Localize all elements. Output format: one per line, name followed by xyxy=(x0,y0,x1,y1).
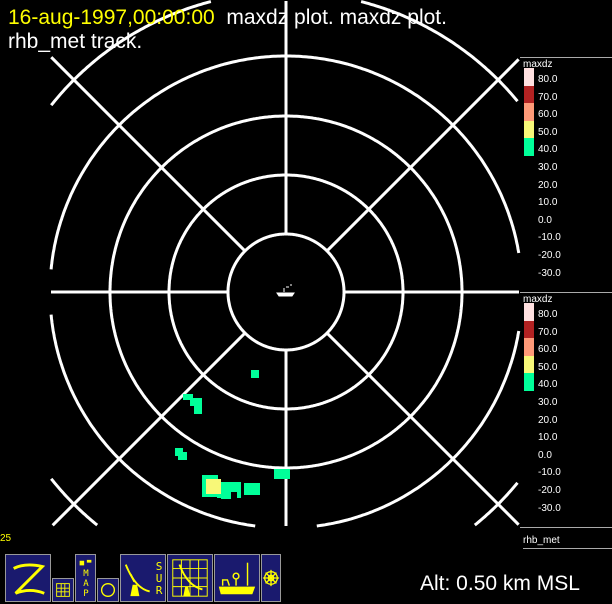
wheel-icon xyxy=(262,569,280,587)
legend-label: 0.0 xyxy=(538,214,552,226)
reflectivity-echo xyxy=(194,402,202,414)
legend-label: -10.0 xyxy=(538,467,561,479)
zebra-icon xyxy=(13,563,46,595)
reflectivity-echo xyxy=(183,394,193,400)
legend-divider xyxy=(523,548,612,549)
legend-swatch xyxy=(524,338,534,356)
ship-position-icon xyxy=(276,284,295,297)
legend-field-name: maxdz xyxy=(523,59,553,70)
legend-divider xyxy=(520,527,612,528)
range-rings xyxy=(49,0,521,528)
legend-label: 20.0 xyxy=(538,179,558,191)
legend-label: -30.0 xyxy=(538,267,561,279)
legend-label: 70.0 xyxy=(538,326,558,338)
map-button-label: MAP xyxy=(83,569,89,599)
legend-label: -30.0 xyxy=(538,502,561,514)
reflectivity-echo xyxy=(221,482,231,499)
legend-swatch xyxy=(524,85,534,104)
legend-maxdz-1: maxdz 80.0 70.0 60.0 50.0 40.0 30.0 20.0 10.0 0.0… xyxy=(520,58,612,293)
grid-icon xyxy=(56,583,70,597)
legend-field-name: maxdz xyxy=(523,294,553,305)
map-button[interactable]: MAP xyxy=(75,554,96,602)
legend-label: 30.0 xyxy=(538,162,558,173)
plot-title: 16-aug-1997,00:00:00 maxdz plot. maxdz p… xyxy=(8,6,447,30)
legend-label: 70.0 xyxy=(538,91,558,103)
legend-label: 40.0 xyxy=(538,379,558,391)
reflectivity-echo xyxy=(178,452,187,460)
radar-grid-button[interactable] xyxy=(167,554,213,602)
legend-swatch xyxy=(524,355,534,374)
range-ring xyxy=(49,54,521,528)
circle-button[interactable] xyxy=(97,578,119,602)
legend-label: 80.0 xyxy=(538,309,558,320)
surveillance-button-label: SUR xyxy=(155,560,163,597)
reflectivity-echo xyxy=(244,483,260,495)
altitude-label: Alt: 0.50 km MSL xyxy=(420,572,580,595)
grid-button[interactable] xyxy=(52,578,74,602)
reflectivity-echo xyxy=(274,469,290,479)
legend-swatch xyxy=(524,303,534,321)
map-icon xyxy=(79,559,92,566)
legend-label: 60.0 xyxy=(538,344,558,356)
reflectivity-echo xyxy=(206,479,221,494)
legend-label: -10.0 xyxy=(538,232,561,244)
legend-label: -20.0 xyxy=(538,250,561,261)
azimuth-spoke xyxy=(325,58,520,253)
range-ring xyxy=(50,0,519,527)
legend-maxdz-2: maxdz 80.0 70.0 60.0 50.0 40.0 30.0 20.0 10.0 0.0… xyxy=(520,293,612,528)
ship-icon xyxy=(218,562,256,595)
reflectivity-echo xyxy=(251,370,259,378)
legend-divider xyxy=(520,292,612,293)
legend-label: 40.0 xyxy=(538,144,558,156)
legend-label: 10.0 xyxy=(538,197,558,209)
radar-grid-icon xyxy=(172,559,208,597)
track-label: rhb_met xyxy=(523,535,560,546)
legend-swatch xyxy=(524,103,534,121)
legend-label: 60.0 xyxy=(538,109,558,121)
legend-swatch xyxy=(524,320,534,339)
plot-track-title: rhb_met track. xyxy=(8,30,143,53)
legend-label: -20.0 xyxy=(538,485,561,496)
radar-surveillance-icon xyxy=(124,564,150,597)
legend-label: 50.0 xyxy=(538,126,558,138)
reflectivity-echo xyxy=(217,493,222,498)
legend-label: 30.0 xyxy=(538,397,558,408)
legend-label: 80.0 xyxy=(538,74,558,85)
azimuth-spoke xyxy=(50,56,247,253)
circle-icon xyxy=(100,582,116,598)
azimuth-spoke xyxy=(51,331,247,527)
ship-button[interactable] xyxy=(214,554,260,602)
range-label: 25 xyxy=(0,533,12,544)
zebra-button[interactable] xyxy=(5,554,51,602)
legend-swatch xyxy=(524,373,534,391)
legend-label: 50.0 xyxy=(538,361,558,373)
legend-swatch xyxy=(524,120,534,139)
surveillance-button[interactable]: SUR xyxy=(120,554,166,602)
plot-datetime: 16-aug-1997,00:00:00 xyxy=(8,6,215,29)
legend-swatch xyxy=(524,68,534,86)
azimuth-spoke xyxy=(325,331,520,526)
legend-label: 20.0 xyxy=(538,414,558,426)
legend-label: 10.0 xyxy=(538,432,558,444)
legend-label: 0.0 xyxy=(538,449,552,461)
legend-divider xyxy=(520,57,612,58)
reflectivity-echo xyxy=(237,482,241,498)
range-ring xyxy=(226,232,346,352)
legend-swatch xyxy=(524,138,534,156)
wheel-button[interactable] xyxy=(261,554,281,602)
plot-description: maxdz plot. maxdz plot. xyxy=(226,6,447,29)
